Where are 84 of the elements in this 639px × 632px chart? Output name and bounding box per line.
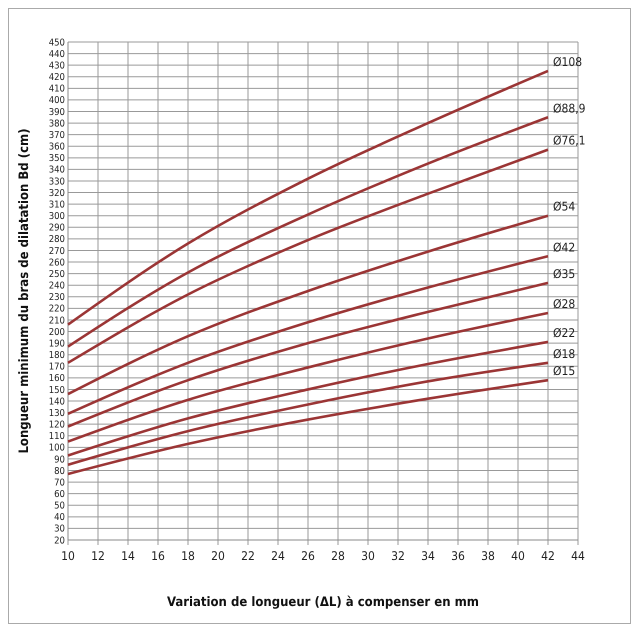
y-tick-label: 220 [48, 304, 65, 315]
series-label: Ø18 [553, 346, 576, 361]
series-label: Ø28 [553, 297, 576, 312]
y-tick-label: 450 [48, 37, 65, 48]
y-tick-label: 150 [48, 384, 65, 396]
y-tick-label: 260 [48, 257, 65, 268]
y-tick-label: 280 [48, 234, 65, 246]
y-tick-label: 130 [48, 408, 65, 419]
line-series [66, 312, 550, 443]
y-tick-label: 350 [48, 153, 65, 164]
y-tick-label: 400 [48, 95, 65, 106]
x-tick-label: 24 [271, 549, 285, 563]
y-tick-label: 70 [54, 477, 65, 488]
y-tick-label: 370 [48, 130, 65, 141]
line-series [66, 378, 550, 476]
y-tick-label: 120 [48, 420, 65, 431]
y-axis-title: Longueur minimum du bras de dilatation Bd (cm) [17, 128, 32, 454]
x-tick-label: 22 [241, 549, 255, 563]
y-tick-label: 430 [48, 60, 65, 72]
x-tick-label: 10 [61, 549, 75, 563]
x-tick-label: 16 [151, 549, 165, 563]
y-tick-label: 90 [54, 454, 65, 466]
x-tick-label: 14 [121, 549, 135, 563]
y-tick-label: 30 [54, 524, 65, 535]
x-tick-label: 20 [211, 549, 225, 563]
y-tick-label: 20 [54, 535, 65, 546]
line-series [66, 116, 550, 348]
line-series [66, 362, 550, 466]
y-tick-label: 160 [48, 373, 65, 384]
series-label: Ø15 [553, 364, 576, 378]
series-label: Ø35 [553, 266, 576, 281]
x-tick-label: 42 [541, 549, 555, 563]
y-tick-label: 50 [54, 500, 65, 512]
y-tick-label: 200 [48, 326, 65, 338]
x-tick-label: 38 [481, 549, 495, 563]
y-tick-label: 300 [48, 211, 65, 222]
y-tick-label: 240 [48, 280, 65, 292]
y-tick-label: 60 [54, 489, 65, 500]
series-label: Ø108 [553, 54, 582, 69]
y-tick-label: 140 [48, 396, 65, 408]
line-series [66, 148, 550, 364]
x-tick-label: 44 [571, 549, 585, 563]
x-tick-label: 12 [91, 549, 105, 563]
y-tick-label: 230 [48, 292, 65, 304]
x-tick-label: 28 [331, 549, 345, 563]
series-label: Ø88,9 [553, 101, 586, 116]
x-tick-label: 26 [301, 549, 315, 563]
line-series [66, 282, 550, 428]
y-tick-label: 180 [48, 350, 65, 362]
y-tick-label: 110 [48, 431, 65, 442]
y-tick-label: 390 [48, 106, 65, 118]
series-label: Ø42 [553, 240, 576, 254]
x-tick-label: 18 [181, 549, 195, 563]
x-tick-label: 32 [391, 549, 405, 563]
y-tick-label: 410 [48, 84, 65, 95]
x-axis-title: Variation de longueur (ΔL) à compenser en mm [167, 595, 479, 610]
y-tick-label: 270 [48, 246, 65, 257]
x-tick-label: 40 [511, 549, 525, 563]
series-label: Ø22 [553, 326, 576, 340]
y-tick-label: 40 [54, 512, 65, 524]
line-series [66, 340, 550, 457]
x-tick-label: 36 [451, 549, 465, 563]
y-tick-label: 420 [48, 72, 65, 84]
y-tick-label: 100 [48, 442, 65, 454]
y-tick-label: 190 [48, 338, 65, 350]
y-tick-label: 330 [48, 176, 65, 188]
series-label: Ø54 [553, 200, 576, 214]
line-series [66, 214, 550, 396]
line-series [66, 70, 550, 326]
x-tick-label: 34 [421, 549, 435, 563]
y-tick-label: 320 [48, 188, 65, 199]
y-tick-label: 360 [48, 142, 65, 153]
y-tick-label: 340 [48, 164, 65, 176]
line-series [66, 254, 550, 416]
x-tick-label: 30 [361, 549, 375, 563]
y-tick-label: 210 [48, 315, 65, 326]
y-tick-label: 170 [48, 362, 65, 373]
y-tick-label: 310 [48, 199, 65, 210]
series-label: Ø76,1 [553, 134, 586, 148]
y-tick-label: 80 [54, 466, 65, 477]
y-tick-label: 380 [48, 118, 65, 130]
y-tick-label: 290 [48, 222, 65, 234]
y-tick-label: 440 [48, 48, 65, 60]
y-tick-label: 250 [48, 268, 65, 280]
